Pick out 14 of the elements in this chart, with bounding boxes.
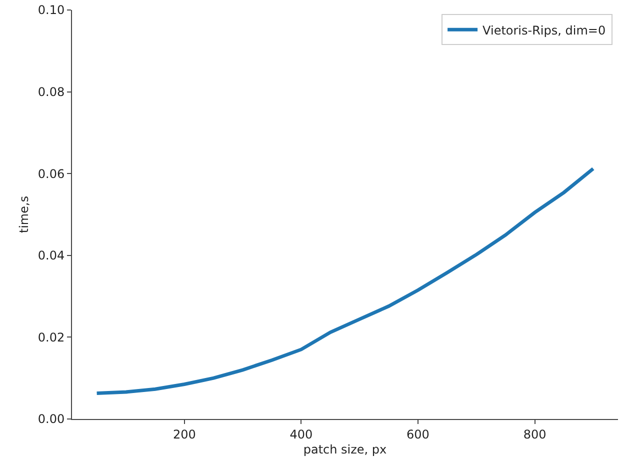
y-tick-label: 0.00 bbox=[38, 412, 65, 426]
x-tick-label: 800 bbox=[523, 427, 546, 442]
y-axis-title: time,s bbox=[17, 196, 32, 234]
y-tick-label: 0.08 bbox=[38, 85, 65, 99]
x-tick-label: 400 bbox=[290, 427, 313, 442]
x-tick-label: 600 bbox=[406, 427, 430, 442]
y-tick-label: 0.06 bbox=[38, 166, 65, 181]
line-series bbox=[95, 166, 595, 395]
legend-label: Vietoris-Rips, dim=0 bbox=[482, 23, 606, 38]
x-axis-title: patch size, px bbox=[303, 442, 387, 456]
y-tick-label: 0.10 bbox=[38, 3, 65, 18]
x-tick-label: 200 bbox=[172, 427, 196, 442]
y-tick-label: 0.04 bbox=[38, 248, 65, 263]
y-tick-label: 0.02 bbox=[38, 330, 65, 344]
